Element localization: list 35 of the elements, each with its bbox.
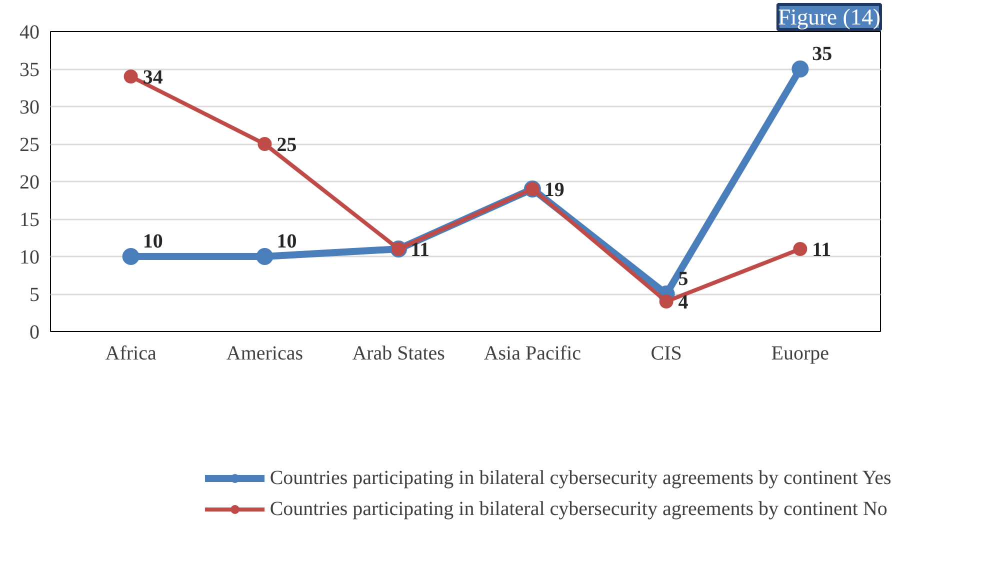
y-tick-label: 40 [20,22,40,44]
x-tick-label: CIS [650,342,682,364]
point [258,137,272,151]
y-tick-label: 0 [30,322,40,344]
x-tick-label: Asia Pacific [484,342,582,364]
data-label: 25 [276,134,297,156]
x-tick-label: Euorpe [771,342,830,364]
point [659,294,674,308]
data-label: 10 [142,230,163,252]
y-tick-label: 25 [20,134,40,156]
point [793,242,808,256]
point [122,248,140,265]
y-tick-label: 35 [20,59,40,81]
point [256,248,274,265]
y-tick-label: 15 [20,209,40,231]
y-tick-label: 10 [20,246,40,268]
x-tick-label: Americas [226,342,304,364]
x-tick-label: Arab States [352,342,446,364]
data-label: 10 [276,230,297,252]
data-label: 35 [812,43,832,65]
point [124,70,138,84]
y-tick-label: 20 [20,172,40,194]
data-label: 11 [812,239,832,261]
data-label: 19 [544,179,564,201]
y-tick-label: 30 [20,96,40,118]
point [792,60,809,78]
text: Figure (14) [778,4,880,30]
legend-label: Countries participating in bilateral cybersecurity agreements by continent Yes [270,466,892,490]
data-label: 11 [410,239,430,261]
data-label: 5 [678,268,688,290]
data-label: 4 [678,292,688,314]
legend-label: Countries participating in bilateral cybersecurity agreements by continent No [270,498,888,520]
data-label: 34 [142,66,163,88]
x-tick-label: Africa [105,342,156,364]
y-tick-label: 5 [30,284,40,306]
